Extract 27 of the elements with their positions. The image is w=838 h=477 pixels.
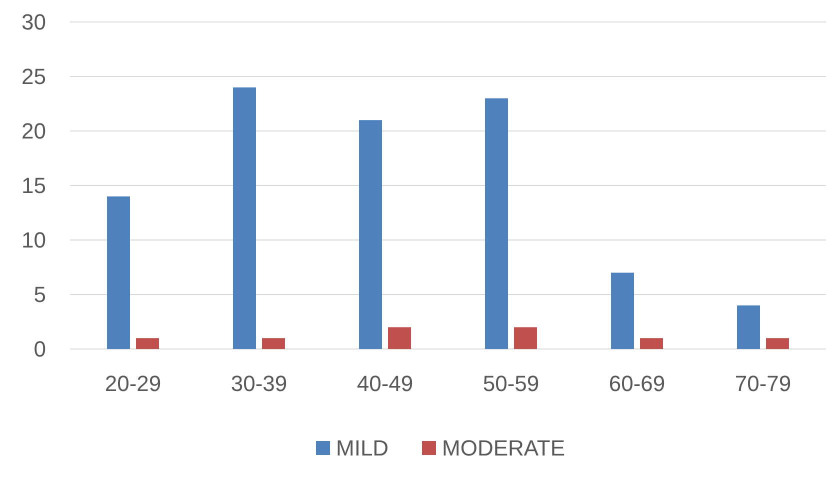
bar [136, 338, 159, 349]
x-tick-label: 20-29 [104, 371, 162, 396]
y-tick-label: 30 [22, 10, 46, 35]
bar [640, 338, 663, 349]
bar [766, 338, 789, 349]
bar [737, 305, 760, 349]
y-tick-label: 5 [34, 282, 46, 308]
bar [262, 338, 285, 349]
bar [611, 272, 634, 349]
bar [359, 120, 382, 349]
y-tick-label: 15 [22, 173, 46, 198]
bar [233, 87, 256, 349]
legend-label: MODERATE [442, 436, 566, 461]
y-tick-label: 20 [22, 118, 46, 144]
x-tick-label: 70-79 [734, 371, 792, 396]
bar [514, 327, 537, 349]
x-tick-label: 50-59 [482, 371, 540, 396]
bar [388, 327, 411, 349]
y-tick-label: 0 [34, 336, 46, 362]
x-tick-label: 40-49 [356, 371, 414, 396]
y-tick-label: 25 [22, 64, 46, 90]
legend-label: MILD [336, 436, 389, 461]
bar [485, 98, 508, 349]
y-tick-label: 10 [22, 228, 46, 253]
x-tick-label: 30-39 [230, 371, 288, 396]
bar [107, 196, 130, 349]
x-tick-label: 60-69 [608, 371, 666, 396]
